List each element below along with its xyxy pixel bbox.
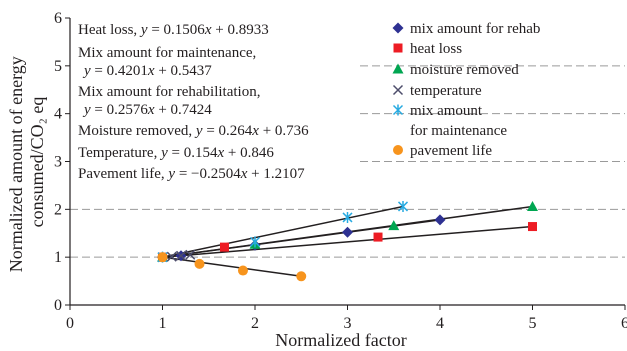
y-tick-label-3: 3	[54, 154, 62, 171]
y-tick-label-6: 6	[54, 10, 62, 27]
legend-marker-mix-amount-for-maintenance	[392, 104, 404, 116]
x-tick-label-0: 0	[66, 315, 74, 332]
legend-label-temperature: temperature	[410, 83, 482, 99]
y-axis-title: Normalized amount of energy consumed/CO₂…	[6, 52, 47, 273]
data-point-pavement-life-0	[157, 252, 168, 263]
y-axis-title-line-2: consumed/CO₂ eq	[27, 97, 47, 228]
legend-label-moisture-removed: moisture removed	[410, 62, 519, 78]
legend-marker-heat-loss	[393, 43, 403, 53]
data-point-temperature-1	[166, 251, 177, 262]
ticks: 0 1 2 3 4 5 6 0 1 2 3 4 5 6	[54, 10, 627, 332]
data-point-mix-amount-for-maintenance-1	[249, 236, 261, 248]
equation-temperature: Temperature, y = 0.154x + 0.846	[78, 145, 274, 161]
data-point-temperature-3	[185, 249, 196, 260]
data-point-moisture-removed-3	[527, 200, 538, 211]
y-axis-title-line-1: Normalized amount of energy	[6, 56, 26, 272]
x-tick-label-5: 5	[529, 315, 537, 332]
x-tick-label-6: 6	[621, 315, 627, 332]
legend-marker-temperature	[392, 84, 404, 96]
data-point-pavement-life-2	[237, 265, 248, 276]
equation-moisture: Moisture removed, y = 0.264x + 0.736	[78, 123, 309, 139]
data-point-mix-amount-for-maintenance-3	[397, 200, 409, 212]
trendline-mix-amount-for-maintenance	[162, 205, 404, 258]
x-tick-label-4: 4	[436, 315, 444, 332]
x-axis-title: Normalized factor	[275, 330, 406, 350]
equations-annotation: Heat loss, y = 0.1506x + 0.8933 Mix amou…	[78, 22, 309, 182]
data-point-heat-loss-2	[373, 232, 383, 242]
y-tick-label-5: 5	[54, 58, 62, 75]
trendline-heat-loss	[162, 225, 533, 258]
series-pavement-life	[157, 252, 307, 282]
legend-label-pavement-life: pavement life	[410, 143, 492, 159]
equation-mix-rehab-label: Mix amount for rehabilitation,	[78, 84, 260, 100]
equation-mix-rehab: y = 0.2576x + 0.7424	[82, 102, 212, 118]
equation-heat-loss: Heat loss, y = 0.1506x + 0.8933	[78, 22, 269, 38]
legend-marker-pavement-life	[393, 145, 403, 155]
legend-marker-mix-amount-for-rehab	[392, 22, 404, 34]
legend-marker-moisture-removed	[392, 63, 404, 74]
data-point-pavement-life-1	[194, 258, 205, 269]
legend-label-mix-amount-for-maintenance-1: for maintenance	[410, 123, 507, 139]
equation-pavement-life: Pavement life, y = −0.2504x + 1.2107	[78, 166, 305, 182]
y-tick-label-2: 2	[54, 201, 62, 218]
data-point-temperature-2	[175, 250, 187, 261]
x-tick-label-2: 2	[251, 315, 259, 332]
x-tick-label-3: 3	[344, 315, 352, 332]
data-point-heat-loss-1	[219, 242, 229, 252]
data-point-mix-amount-for-rehab-4	[434, 214, 446, 226]
data-markers	[157, 200, 538, 282]
data-point-mix-amount-for-rehab-3	[342, 226, 353, 238]
data-point-pavement-life-3	[296, 271, 307, 282]
legend: mix amount for rehab heat loss moisture re…	[392, 21, 540, 159]
x-tick-label-1: 1	[159, 315, 167, 332]
y-tick-label-0: 0	[54, 297, 62, 314]
equation-mix-maintenance-label: Mix amount for maintenance,	[78, 45, 256, 61]
y-tick-label-4: 4	[54, 106, 62, 123]
y-tick-label-1: 1	[54, 249, 62, 266]
data-point-mix-amount-for-maintenance-2	[342, 211, 353, 223]
legend-label-heat-loss: heat loss	[410, 41, 462, 57]
legend-label-mix-amount-for-maintenance-0: mix amount	[410, 103, 483, 119]
legend-label-mix-amount-for-rehab: mix amount for rehab	[410, 21, 540, 37]
trendline-pavement-life	[162, 256, 302, 278]
data-point-moisture-removed-2	[388, 220, 400, 231]
data-point-heat-loss-3	[528, 222, 537, 232]
equation-mix-maintenance: y = 0.4201x + 0.5437	[82, 63, 212, 79]
